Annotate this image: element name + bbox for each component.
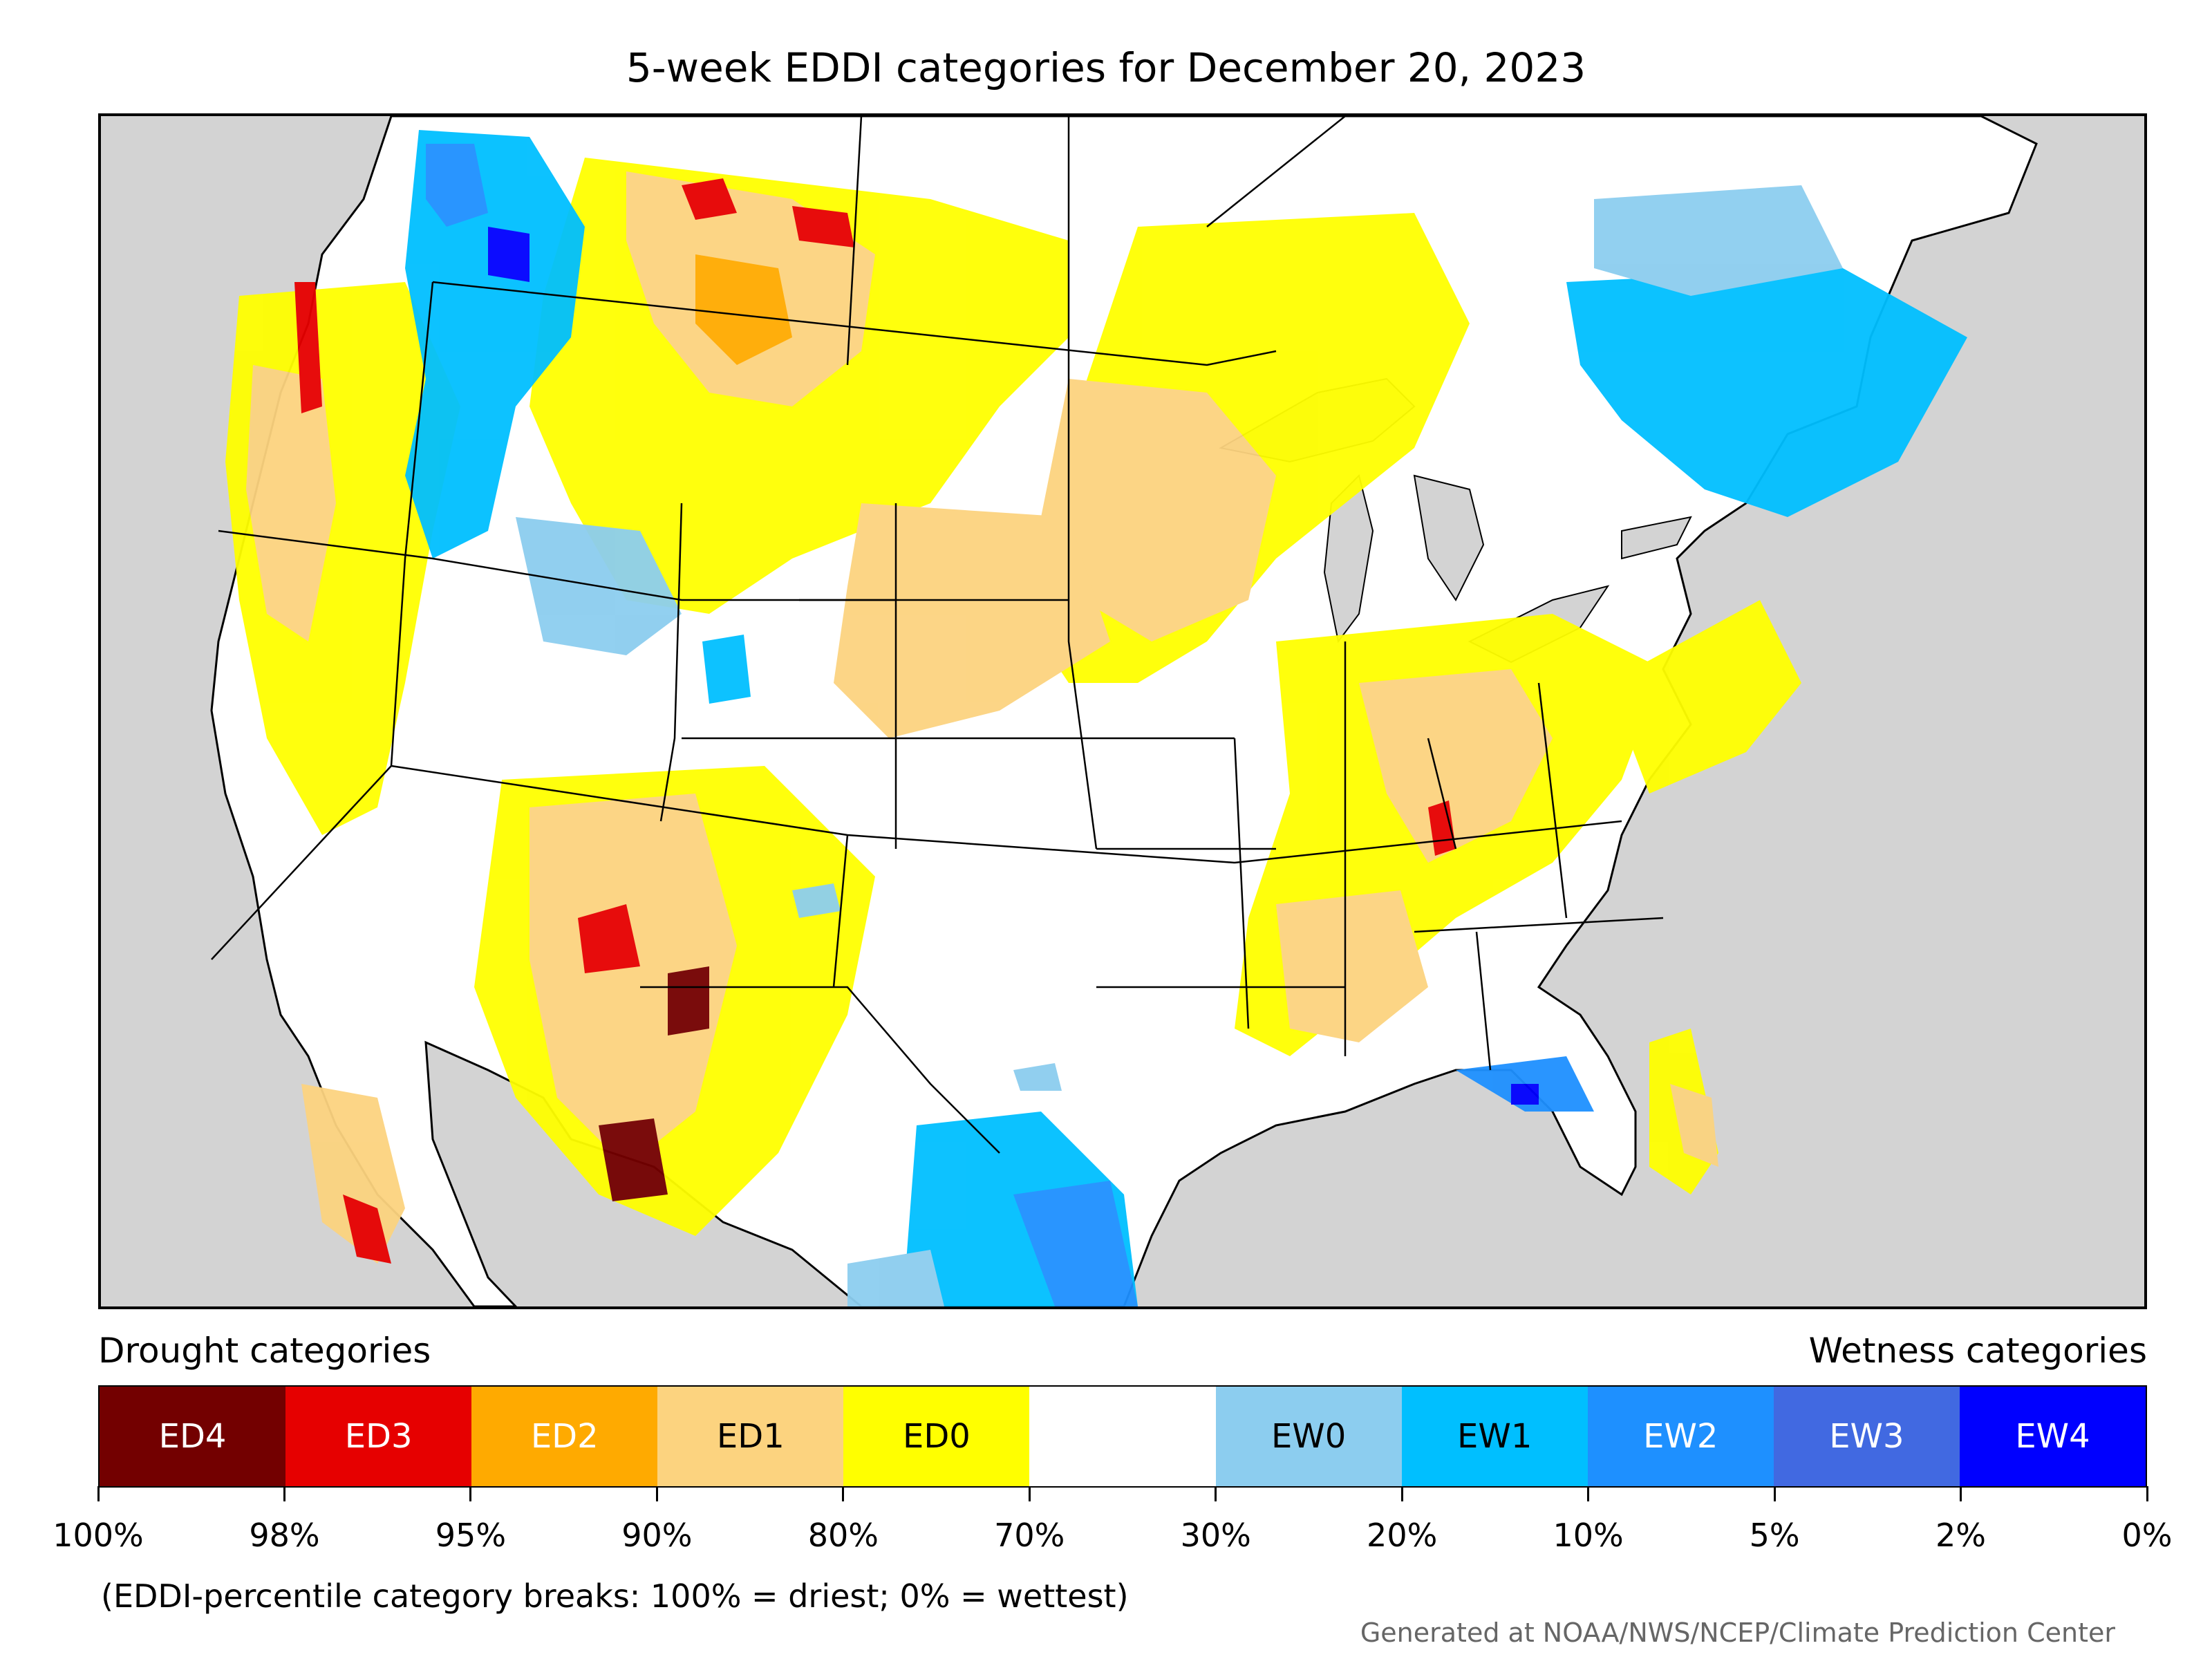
colorbar-tick-label: 80% <box>807 1517 879 1554</box>
map-title: 5-week EDDI categories for December 20, … <box>626 44 1586 91</box>
colorbar-cell-ew3: EW3 <box>1773 1387 1960 1486</box>
colorbar-tick-label: 70% <box>994 1517 1065 1554</box>
colorbar-tick-label: 98% <box>249 1517 320 1554</box>
colorbar-cell-ed3: ED3 <box>285 1387 472 1486</box>
colorbar-tick-label: 30% <box>1180 1517 1251 1554</box>
colorbar-cell-ew4: EW4 <box>1959 1387 2146 1486</box>
colorbar-tick <box>842 1486 845 1501</box>
colorbar-tick-label: 90% <box>621 1517 693 1554</box>
map-canvas <box>101 116 2144 1306</box>
colorbar-cell-ew2: EW2 <box>1587 1387 1774 1486</box>
colorbar-tick <box>283 1486 285 1501</box>
colorbar-cell-ed2: ED2 <box>471 1387 658 1486</box>
colorbar-tick <box>2146 1486 2148 1501</box>
colorbar-tick-label: 20% <box>1367 1517 1438 1554</box>
colorbar-tick <box>1773 1486 1776 1501</box>
colorbar-cell-ew0: EW0 <box>1215 1387 1402 1486</box>
colorbar-cell-ew1: EW1 <box>1401 1387 1588 1486</box>
colorbar-tick <box>1587 1486 1590 1501</box>
category-patches <box>225 158 1801 1264</box>
wetness-patches <box>405 130 1967 1306</box>
colorbar-tick-label: 5% <box>1749 1517 1800 1554</box>
colorbar-tick-label: 0% <box>2121 1517 2173 1554</box>
colorbar-cell-ed1: ED1 <box>657 1387 844 1486</box>
colorbar-tick-label: 95% <box>435 1517 507 1554</box>
colorbar-cell-neutral <box>1029 1387 1216 1486</box>
colorbar-tick-label: 10% <box>1553 1517 1624 1554</box>
wetness-heading: Wetness categories <box>1808 1331 2147 1371</box>
colorbar-ticks <box>97 1486 2148 1514</box>
colorbar-tick <box>1028 1486 1031 1501</box>
colorbar-tick <box>655 1486 658 1501</box>
colorbar-tick-label: 2% <box>1936 1517 1987 1554</box>
colorbar-tick <box>1215 1486 1217 1501</box>
category-colorbar: ED4 ED3 ED2 ED1 ED0 EW0 EW1 EW2 EW3 EW4 <box>98 1385 2147 1488</box>
category-footnote: (EDDI-percentile category breaks: 100% =… <box>101 1577 1129 1615</box>
colorbar-tick <box>1960 1486 1962 1501</box>
colorbar-cell-ed0: ED0 <box>843 1387 1030 1486</box>
colorbar-tick-label: 100% <box>53 1517 144 1554</box>
colorbar-cell-ed4: ED4 <box>100 1387 286 1486</box>
state-borders <box>211 116 1664 1154</box>
colorbar-tick <box>97 1486 100 1501</box>
colorbar-tick <box>469 1486 472 1501</box>
colorbar-tick <box>1400 1486 1403 1501</box>
eddi-map <box>98 113 2147 1309</box>
drought-heading: Drought categories <box>98 1331 431 1371</box>
credit-line: Generated at NOAA/NWS/NCEP/Climate Predi… <box>1360 1618 2115 1648</box>
